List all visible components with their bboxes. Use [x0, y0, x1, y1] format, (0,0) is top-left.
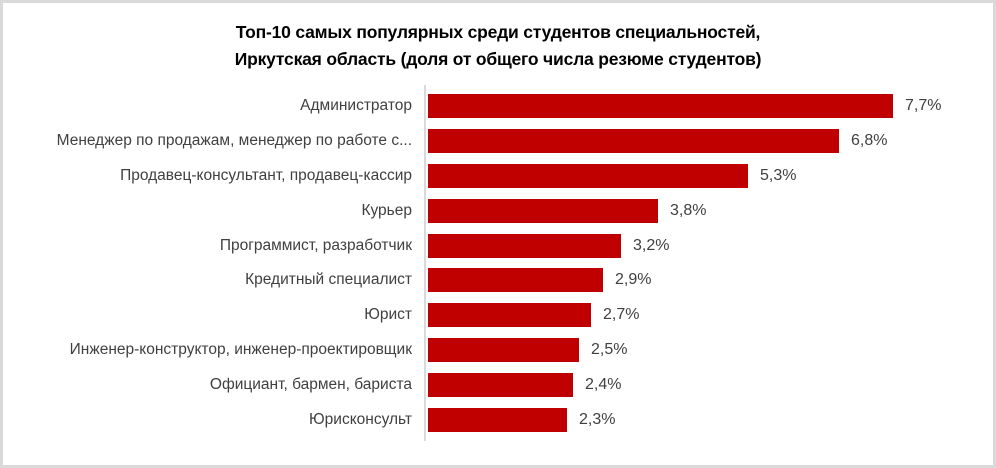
- category-label: Менеджер по продажам, менеджер по работе…: [56, 132, 412, 150]
- bar-zone: 6,8%: [424, 124, 993, 159]
- bar-row: Официант, бармен, бариста 2,4%: [3, 367, 993, 402]
- bar[interactable]: [428, 94, 893, 119]
- value-label: 6,8%: [851, 132, 888, 150]
- bar[interactable]: [428, 198, 658, 223]
- bar-row: Кредитный специалист 2,9%: [3, 263, 993, 298]
- bar-zone: 2,9%: [424, 263, 993, 298]
- plot-area: Администратор 7,7% Менеджер по продажам, м…: [3, 85, 993, 441]
- value-label: 2,4%: [585, 375, 622, 393]
- bar-row: Юрист 2,7%: [3, 298, 993, 333]
- value-label: 3,2%: [633, 236, 670, 254]
- category-label: Программист, разработчик: [219, 236, 412, 254]
- bar-row: Юрисконсульт 2,3%: [3, 402, 993, 437]
- bar[interactable]: [428, 337, 579, 362]
- bar-row: Курьер 3,8%: [3, 193, 993, 228]
- bar[interactable]: [428, 268, 603, 293]
- bar-row: Продавец-консультант, продавец-кассир 5,3…: [3, 159, 993, 194]
- category-label: Курьер: [361, 201, 412, 219]
- bar-row: Администратор 7,7%: [3, 89, 993, 124]
- value-label: 5,3%: [760, 166, 797, 184]
- bar-zone: 2,3%: [424, 402, 993, 437]
- category-axis-line: [424, 85, 426, 441]
- category-label: Официант, бармен, бариста: [209, 375, 412, 393]
- category-label: Администратор: [300, 97, 412, 115]
- bar-zone: 3,8%: [424, 193, 993, 228]
- category-label: Юрист: [364, 306, 412, 324]
- bar-zone: 2,5%: [424, 333, 993, 368]
- chart-title: Топ-10 самых популярных среди студентов …: [3, 3, 993, 73]
- value-label: 2,5%: [591, 340, 628, 358]
- bar-zone: 3,2%: [424, 228, 993, 263]
- bar-row: Программист, разработчик 3,2%: [3, 228, 993, 263]
- value-label: 7,7%: [905, 97, 942, 115]
- bar-zone: 5,3%: [424, 159, 993, 194]
- bar[interactable]: [428, 407, 567, 432]
- chart-title-line-2: Иркутская область (доля от общего числа …: [234, 49, 762, 69]
- value-label: 3,8%: [670, 201, 707, 219]
- bar[interactable]: [428, 303, 591, 328]
- value-label: 2,3%: [579, 410, 616, 428]
- category-label: Юрисконсульт: [309, 410, 412, 428]
- bar-zone: 7,7%: [424, 89, 993, 124]
- value-label: 2,7%: [603, 306, 640, 324]
- chart-title-line-1: Топ-10 самых популярных среди студентов …: [235, 22, 761, 42]
- bar[interactable]: [428, 372, 573, 397]
- category-label: Инженер-конструктор, инженер-проектировщ…: [69, 340, 412, 358]
- category-label: Кредитный специалист: [245, 271, 412, 289]
- bar-row: Менеджер по продажам, менеджер по работе…: [3, 124, 993, 159]
- bar-zone: 2,7%: [424, 298, 993, 333]
- bar[interactable]: [428, 129, 839, 154]
- bar-row: Инженер-конструктор, инженер-проектировщ…: [3, 333, 993, 368]
- value-label: 2,9%: [615, 271, 652, 289]
- bar-zone: 2,4%: [424, 367, 993, 402]
- bar[interactable]: [428, 233, 621, 258]
- bar[interactable]: [428, 163, 748, 188]
- category-label: Продавец-консультант, продавец-кассир: [120, 166, 412, 184]
